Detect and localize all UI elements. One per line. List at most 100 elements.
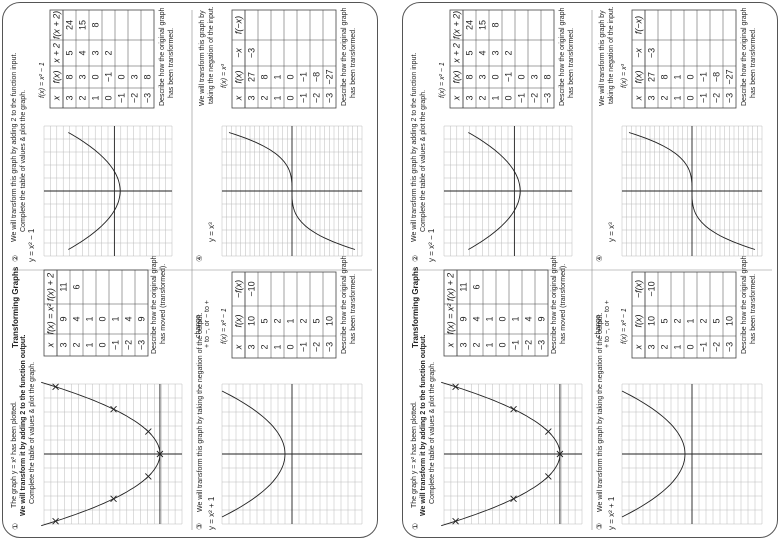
table-header-cell: −x (633, 48, 643, 58)
table-cell: −3 (646, 48, 656, 58)
table-header-cell: −f(x) (233, 280, 243, 298)
table-header-cell: x (633, 344, 643, 350)
problem-4-describe-line-1: Describe how the original graph (741, 7, 748, 106)
table-cell: 0 (116, 74, 126, 79)
plotted-point-cross (52, 383, 59, 391)
table-cell: 3 (77, 74, 87, 79)
table-cell: −3 (324, 342, 334, 352)
table-cell: 3 (129, 74, 139, 79)
table-cell: −10 (646, 281, 656, 296)
table-cell: 3 (458, 342, 468, 347)
table-cell: 1 (272, 74, 282, 79)
problem-2-describe-line-2: has been transformed. (568, 28, 575, 98)
problem-4-number: ④ (595, 255, 604, 262)
problem-1-number: ① (411, 523, 420, 530)
table-cell: 24 (464, 20, 474, 30)
table-cell: 1 (510, 316, 520, 321)
table-cell: 1 (285, 318, 295, 323)
problem-1-describe-line-2: has moved (transformed). (560, 264, 567, 344)
table-cell: 5 (464, 50, 474, 55)
table-cell: −10 (246, 281, 256, 296)
table-header-cell: f(x) (233, 315, 243, 328)
problem-3-number: ③ (595, 523, 604, 530)
table-cell: −2 (711, 93, 721, 103)
problem-3-describe-line-1: Describe how the original graph (341, 255, 348, 354)
table-cell: 15 (77, 20, 87, 30)
table-cell: 9 (136, 316, 146, 321)
table-cell: 1 (685, 318, 695, 323)
table-cell: 3 (646, 344, 656, 349)
table-cell: 3 (464, 95, 474, 100)
problem-2-function-label: f(x) = x² − 1 (439, 62, 446, 98)
table-cell: 3 (58, 342, 68, 347)
table-cell: 4 (123, 316, 133, 321)
table-cell: 11 (458, 282, 468, 291)
problem-2-text-line-1: We will transform this graph by adding 2… (411, 53, 418, 242)
problem-4-function-label: f(x) = x³ (221, 63, 228, 88)
table-cell: −1 (503, 72, 513, 82)
table-header-cell: x (451, 95, 461, 101)
table-cell: 10 (724, 316, 734, 326)
plotted-point-cross (110, 405, 117, 413)
parabola-curve (221, 390, 286, 518)
problem-3-text-line-1: We will transform this graph by taking t… (197, 312, 204, 512)
problem-2-text-line-2: Complete the table of values & plot the … (20, 90, 27, 232)
table-cell: 0 (497, 342, 507, 347)
table-cell: 2 (71, 342, 81, 347)
table-cell: 10 (246, 316, 256, 326)
table-cell: 9 (536, 316, 546, 321)
table-cell: −1 (698, 93, 708, 103)
table-cell: −2 (529, 93, 539, 103)
problem-3-text-line-1: We will transform this graph by taking t… (597, 312, 604, 512)
problem-2-describe-line-1: Describe how the original graph (159, 7, 166, 106)
table-header-cell: f(x) (233, 71, 243, 84)
problem-2-number: ② (11, 255, 20, 262)
table-cell: 1 (672, 344, 682, 349)
table-cell: 3 (64, 95, 74, 100)
table-cell: −1 (116, 93, 126, 103)
table-cell: 5 (311, 318, 321, 323)
table-cell: 8 (542, 74, 552, 79)
table-cell: 0 (285, 344, 295, 349)
problem-2-text-line-2: Complete the table of values & plot the … (420, 90, 427, 232)
table-cell: 0 (490, 74, 500, 79)
plotted-point-cross (556, 450, 564, 458)
problem-1-describe-line-2: has moved (transformed). (160, 264, 167, 344)
table-cell: −1 (110, 340, 120, 350)
table-cell: −1 (510, 340, 520, 350)
problem-4-equation: y = x³ (607, 222, 616, 242)
table-cell: 8 (464, 74, 474, 79)
table-header-cell: f(x) (633, 71, 643, 84)
problem-4-text-line-2: taking the negation of the input. (608, 6, 615, 104)
problem-1-text-line-3: Complete the table of values & plot the … (29, 362, 36, 504)
problem-4-table: x 3 2 1 0 −1 −2 −3f(x) 27 8 1 0 −1 −8 −27−x −3f(−x) (631, 9, 737, 109)
table-cell: 5 (259, 318, 269, 323)
table-header-cell: x + 2 (451, 43, 461, 64)
table-cell: 3 (246, 95, 256, 100)
problem-4-equation: y = x³ (207, 222, 216, 242)
table-header-cell: f(x) + 2 (45, 273, 55, 301)
plotted-point-cross (545, 473, 552, 480)
problem-1-describe-line-1: Describe how the original graph (551, 255, 558, 354)
table-cell: 6 (71, 284, 81, 289)
table-cell: −2 (129, 93, 139, 103)
plotted-point-cross (52, 517, 59, 525)
table-cell: 1 (90, 95, 100, 100)
problem-4-number: ④ (195, 255, 204, 262)
problem-2-describe-line-2: has been transformed. (168, 28, 175, 98)
table-cell: 0 (685, 74, 695, 79)
table-cell: 8 (659, 74, 669, 79)
table-cell: 5 (711, 318, 721, 323)
table-cell: 0 (97, 342, 107, 347)
table-cell: 2 (103, 50, 113, 55)
problem-1-table: x 3 2 1 0 −1 −2 −3f(x) = x² 9 4 1 0 1 4 9f(x) + 2 11 6 (443, 269, 549, 357)
table-cell: 0 (285, 95, 295, 100)
table-header-cell: x (233, 344, 243, 350)
table-cell: 0 (97, 316, 107, 321)
table-cell: −2 (123, 340, 133, 350)
cubic-curve (628, 132, 756, 250)
table-cell: 4 (477, 50, 487, 55)
